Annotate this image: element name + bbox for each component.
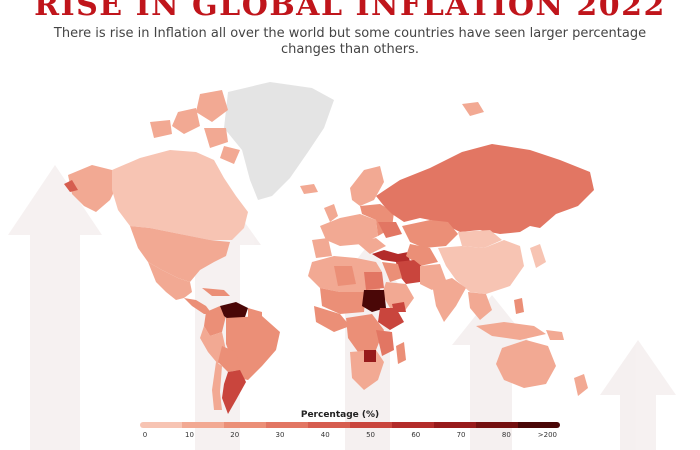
russia — [376, 144, 594, 234]
philippines — [514, 298, 524, 314]
kazakhstan — [402, 220, 458, 248]
indonesia — [476, 322, 546, 340]
scandinavia — [350, 166, 384, 206]
iceland — [300, 184, 318, 194]
legend-tick-label: 70 — [456, 431, 466, 439]
page-title: RISE IN GLOBAL INFLATION 2022 — [34, 0, 666, 23]
central-america — [184, 298, 212, 314]
papua-new-guinea — [546, 330, 564, 340]
page-subtitle: There is rise in Inflation all over the … — [53, 26, 647, 57]
legend-swatch — [434, 422, 476, 428]
legend-ticks: 0 10 20 30 40 50 60 70 80 >200 — [140, 428, 560, 440]
legend-tick-label: 20 — [230, 431, 240, 439]
alaska-peninsula — [64, 180, 78, 192]
legend-tick-label: 0 — [142, 431, 148, 439]
arabian-peninsula — [382, 282, 414, 312]
legend-swatch — [308, 422, 350, 428]
legend-color-scale — [140, 422, 560, 428]
legend-tick-label: 80 — [501, 431, 511, 439]
background-arrow-5 — [600, 340, 676, 450]
legend-title: Percentage (%) — [300, 410, 380, 420]
legend-swatch — [140, 422, 182, 428]
colombia — [204, 306, 226, 336]
legend-tick-label: >200 — [537, 431, 558, 439]
mongolia — [458, 230, 502, 248]
iran — [396, 260, 424, 284]
korea-japan — [530, 244, 546, 268]
legend-swatch — [392, 422, 434, 428]
peru-ecuador — [200, 326, 226, 364]
caribbean — [202, 288, 230, 296]
legend-swatch — [476, 422, 518, 428]
uk-ireland — [324, 204, 338, 222]
new-zealand — [574, 374, 588, 396]
venezuela — [220, 302, 248, 322]
legend-tick-label: 40 — [320, 431, 330, 439]
madagascar — [396, 342, 406, 364]
brazil — [226, 316, 280, 380]
turkey — [372, 250, 410, 262]
legend: Percentage (%) 0 10 20 30 40 50 60 70 80 >200 — [140, 410, 560, 440]
legend-swatch — [518, 422, 560, 428]
iberia — [312, 238, 332, 258]
western-europe — [320, 214, 378, 246]
west-africa — [314, 306, 350, 332]
legend-tick-label: 30 — [275, 431, 285, 439]
middle-east — [382, 262, 402, 282]
greenland — [224, 82, 334, 200]
arctic-islands — [150, 90, 484, 164]
egypt — [364, 272, 384, 290]
chile — [212, 362, 222, 410]
legend-tick-label: 10 — [184, 431, 194, 439]
zimbabwe — [364, 350, 376, 362]
legend-tick-label: 60 — [411, 431, 421, 439]
bolivia-paraguay — [218, 346, 240, 372]
india — [432, 278, 466, 322]
australia — [496, 340, 556, 388]
legend-swatch — [224, 422, 266, 428]
algeria — [334, 266, 356, 286]
mexico — [148, 262, 192, 300]
background-arrow-1 — [8, 165, 102, 450]
legend-tick-label: 50 — [366, 431, 375, 439]
alaska — [68, 165, 118, 212]
china — [438, 240, 524, 294]
east-africa — [376, 330, 394, 356]
legend-swatch — [350, 422, 392, 428]
sudan — [362, 290, 386, 312]
balkans — [356, 238, 386, 254]
central-africa — [346, 314, 384, 352]
canada — [112, 150, 248, 240]
ethiopia — [378, 308, 404, 330]
legend-swatch — [266, 422, 308, 428]
southeast-asia — [468, 292, 492, 320]
sahel — [320, 288, 366, 314]
argentina — [222, 370, 246, 414]
ukraine — [378, 222, 402, 238]
legend-swatch — [182, 422, 224, 428]
usa — [130, 226, 230, 282]
